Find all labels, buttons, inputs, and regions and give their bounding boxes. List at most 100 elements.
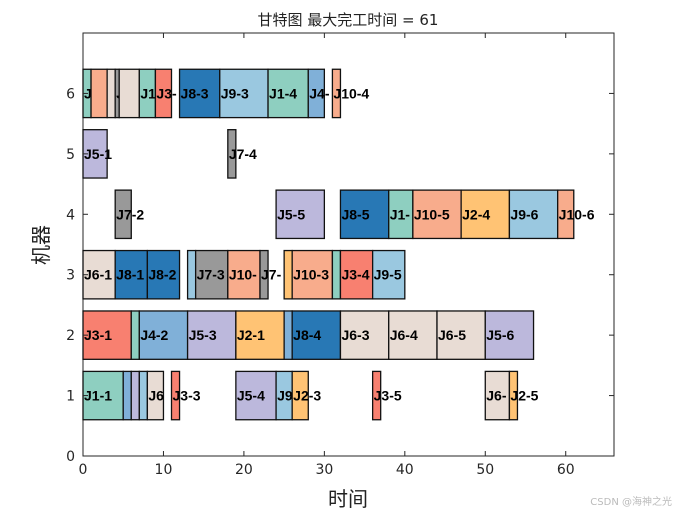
task-bar (307, 68, 326, 119)
task-bar-group: J4-2 (138, 310, 189, 360)
y-tick-label: 6 (66, 86, 75, 102)
task-label: J3-4 (341, 267, 369, 283)
task-label: J5-5 (277, 206, 305, 222)
task-bar-group: J1-1 (82, 370, 124, 421)
task-label: J6-1 (84, 267, 112, 283)
task-label: J8-4 (293, 327, 321, 343)
task-bar (118, 68, 140, 119)
task-bar-group: J8-1 (114, 249, 149, 300)
task-bar-group: J8-2 (146, 249, 181, 300)
task-label: J3-1 (84, 327, 112, 343)
task-bar (130, 370, 140, 421)
task-bar (339, 189, 390, 240)
axes-frame (82, 32, 615, 457)
task-bar (138, 370, 149, 421)
task-label: J6- (486, 388, 507, 404)
task-label: J2-3 (293, 388, 321, 404)
y-tick-label: 3 (66, 268, 75, 284)
task-bar (146, 249, 181, 300)
task-bar (291, 370, 309, 421)
task-bar (291, 310, 342, 360)
task-label: J7-3 (197, 267, 225, 283)
task-bar (291, 249, 334, 300)
y-axis-label: 机器 (29, 225, 53, 265)
task-bar-group: J5-6 (484, 310, 535, 360)
task-bar (122, 370, 132, 421)
task-label: J10-6 (559, 206, 595, 222)
task-bar-group: J3-5 (371, 370, 402, 421)
task-label: J5-4 (237, 388, 265, 404)
task-label: J3- (156, 85, 177, 101)
task-bar-group: J5-5 (275, 189, 326, 240)
task-label: J5-3 (189, 327, 217, 343)
task-bar (331, 68, 342, 119)
task-bar (194, 249, 229, 300)
task-bar (508, 189, 559, 240)
task-label: J8-5 (341, 206, 369, 222)
x-tick-label: 30 (315, 462, 333, 478)
task-label: J9-3 (221, 85, 249, 101)
task-bar (283, 249, 293, 300)
task-bar (106, 68, 116, 119)
task-label: J3-3 (173, 388, 201, 404)
task-bar-group: J10-3 (291, 249, 334, 300)
task-bar-group (130, 310, 140, 360)
x-axis-label: 时间 (328, 487, 368, 511)
x-tick-label: 60 (557, 462, 575, 478)
task-bar-group: J7-3 (194, 249, 229, 300)
task-bar-group: J3-1 (82, 310, 132, 360)
y-tick-label: 5 (66, 147, 75, 163)
task-bar (484, 310, 535, 360)
task-bar-group: J7-2 (114, 189, 144, 240)
task-bar (130, 310, 140, 360)
task-label: J8-1 (116, 267, 144, 283)
task-label: J1-4 (269, 85, 297, 101)
task-bar-group (106, 68, 116, 119)
task-label: J1- (390, 206, 411, 222)
y-tick-label: 4 (66, 207, 75, 223)
task-bar-group: J9 (275, 370, 293, 421)
task-bar (154, 68, 173, 119)
task-label: J9-5 (374, 267, 402, 283)
task-bar-group (331, 249, 342, 300)
task-bar (138, 310, 189, 360)
task-label: J9 (277, 388, 293, 404)
task-bar (339, 249, 374, 300)
watermark: CSDN @海神之光 (590, 497, 672, 508)
task-label: J10-3 (293, 267, 329, 283)
task-label: J9-6 (510, 206, 538, 222)
task-bar-group (130, 370, 140, 421)
chart-title: 甘特图 最大完工时间 = 61 (258, 11, 439, 29)
task-bar-group: J3-4 (339, 249, 374, 300)
task-bar-group: J6-5 (436, 310, 486, 360)
task-bar-group: J2-4 (460, 189, 511, 240)
task-bar-group: J6-3 (339, 310, 390, 360)
y-axis: 0 1 2 3 4 5 6 (66, 86, 614, 465)
task-bar (259, 249, 269, 300)
task-bar-group: J3-3 (170, 370, 201, 421)
task-bar (508, 370, 519, 421)
task-bar-group (186, 249, 197, 300)
task-label: J3-5 (374, 388, 402, 404)
task-label: J6-5 (438, 327, 466, 343)
task-bar-group: J10-5 (412, 189, 462, 240)
task-label: J1-1 (84, 388, 112, 404)
task-bar (283, 310, 293, 360)
task-bar-group: J9-3 (219, 68, 269, 119)
task-bar-group: J2-5 (508, 370, 539, 421)
task-label: J2-5 (510, 388, 538, 404)
task-bar-group: J6-4 (388, 310, 438, 360)
task-bar (331, 249, 342, 300)
task-bar-group: J1 (138, 68, 156, 119)
task-bar-group: J10-4 (331, 68, 369, 119)
task-bar-group (283, 310, 293, 360)
task-label: J7-2 (116, 206, 144, 222)
task-bar-group: J8-3 (178, 68, 221, 119)
task-bar-group: J5-4 (235, 370, 277, 421)
task-bar (235, 310, 285, 360)
x-tick-label: 10 (155, 462, 173, 478)
x-tick-label: 20 (235, 462, 253, 478)
x-axis: 0 10 20 30 40 50 60 (79, 33, 575, 478)
task-bar (371, 370, 382, 421)
task-bar (412, 189, 462, 240)
